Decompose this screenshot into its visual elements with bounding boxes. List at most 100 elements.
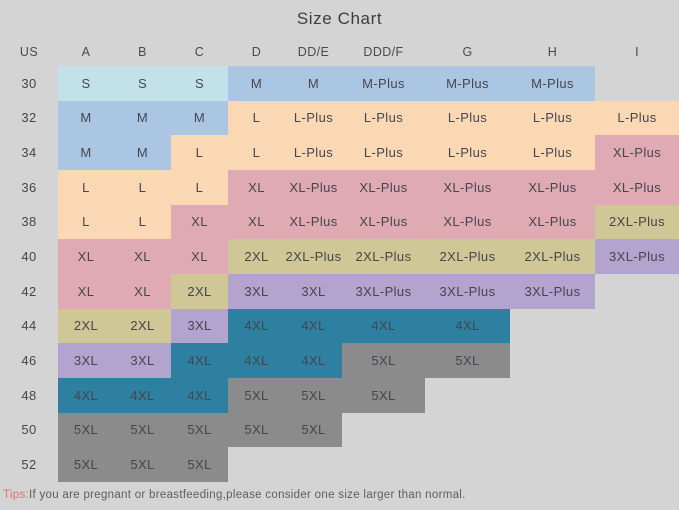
empty-cell [510,447,595,482]
size-cell: L [171,169,228,205]
size-cell: XL-Plus [510,169,595,205]
size-cell: 4XL [285,308,342,344]
size-cell: L [228,135,285,170]
size-cell: 3XL-Plus [510,273,595,309]
size-cell: L-Plus [595,100,679,136]
row-label: 42 [21,283,37,299]
row-label: 36 [21,179,37,195]
row-label: 44 [21,318,37,334]
size-cell: 5XL [114,447,171,482]
size-cell: 4XL [171,343,228,378]
empty-cell [595,274,679,309]
empty-cell [595,447,679,482]
size-cell: XL-Plus [285,204,342,240]
size-cell: 5XL [285,412,342,448]
empty-cell [342,413,425,448]
size-cell: 3XL-Plus [595,239,679,274]
size-cell: 5XL [285,377,342,413]
size-cell: XL [114,239,171,274]
column-header: DD/E [297,45,330,59]
size-cell: 5XL [171,447,228,482]
size-cell: 5XL [425,343,510,378]
size-cell: S [114,66,171,101]
size-cell: 4XL [114,377,171,413]
size-cell: 3XL-Plus [342,273,425,309]
size-cell: 4XL [58,377,114,413]
size-cell: 4XL [171,377,228,413]
column-header: H [547,45,558,59]
tips-label: Tips: [3,488,29,501]
tips-text: If you are pregnant or breastfeeding,ple… [29,488,466,501]
size-cell: L [114,169,171,205]
size-cell: 2XL [228,239,285,274]
size-cell: S [171,66,228,101]
empty-cell [285,447,342,482]
size-cell: 4XL [285,343,342,378]
row-label: 34 [21,145,37,161]
size-cell: XL-Plus [425,169,510,205]
size-cell: L-Plus [285,135,342,170]
size-cell: 2XL [58,308,114,344]
size-cell: XL [58,273,114,309]
empty-cell [510,413,595,448]
empty-cell [342,447,425,482]
empty-cell [228,447,285,482]
size-cell: 3XL-Plus [425,273,510,309]
empty-cell [510,343,595,378]
size-cell: 3XL [114,343,171,378]
empty-cell [425,378,510,413]
size-cell: 5XL [58,447,114,482]
size-cell: XL-Plus [595,169,679,205]
size-cell: L [171,135,228,170]
size-cell: 3XL [58,343,114,378]
size-cell: 5XL [342,377,425,413]
size-cell: L-Plus [510,135,595,170]
row-label: 30 [21,75,37,91]
empty-cell [510,309,595,344]
size-cell: 2XL-Plus [342,239,425,274]
column-header: D [251,45,262,59]
size-cell: M [228,66,285,101]
empty-cell [510,378,595,413]
empty-cell [595,66,679,101]
page-title: Size Chart [296,9,383,28]
empty-cell [595,343,679,378]
size-cell: 3XL [228,273,285,309]
size-cell: L [228,100,285,136]
size-cell: XL-Plus [425,204,510,240]
size-cell: L-Plus [342,135,425,170]
size-cell: XL-Plus [285,169,342,205]
size-cell: 5XL [228,412,285,448]
size-cell: 2XL-Plus [425,239,510,274]
row-label: 48 [21,387,37,403]
size-cell: M [171,100,228,136]
column-header: G [462,45,473,59]
size-cell: XL-Plus [342,169,425,205]
empty-cell [595,413,679,448]
size-cell: M [114,100,171,136]
empty-cell [425,447,510,482]
size-cell: XL [171,204,228,240]
empty-cell [425,413,510,448]
tips-note: Tips:If you are pregnant or breastfeedin… [0,489,679,501]
size-cell: XL-Plus [595,135,679,170]
row-label: 52 [21,457,37,473]
size-cell: 3XL [171,308,228,344]
size-cell: M [58,100,114,136]
size-cell: 4XL [425,308,510,344]
column-header: B [138,45,147,59]
size-cell: XL [171,239,228,274]
size-cell: L-Plus [425,100,510,136]
size-cell: 5XL [58,412,114,448]
column-header: US [19,45,39,59]
size-cell: 2XL-Plus [285,239,342,274]
size-cell: L [58,204,114,240]
size-cell: 2XL [114,308,171,344]
size-cell: 2XL-Plus [595,204,679,240]
size-cell: 2XL-Plus [510,239,595,274]
size-cell: L-Plus [510,100,595,136]
size-cell: S [58,66,114,101]
size-cell: 5XL [171,412,228,448]
empty-cell [595,309,679,344]
